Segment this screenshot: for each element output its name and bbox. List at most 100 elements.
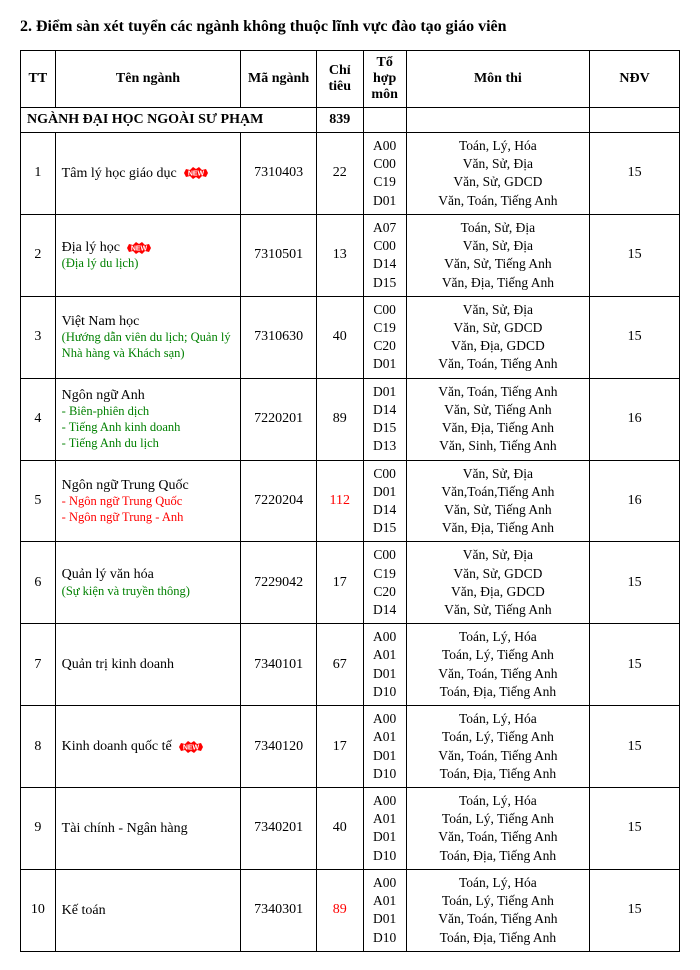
cell-ndv: 15 bbox=[590, 788, 680, 870]
subject-set: Toán, Lý, Hóa bbox=[411, 137, 586, 155]
new-badge-icon: NEW bbox=[176, 740, 206, 754]
cell-to-hop: A00A01D01D10 bbox=[363, 869, 406, 951]
major-name: Ngôn ngữ Trung Quốc bbox=[62, 478, 189, 493]
subject-set: Văn, Sử, Địa bbox=[411, 465, 586, 483]
cell-chi-tieu: 40 bbox=[316, 296, 363, 378]
subject-set: Văn, Sinh, Tiếng Anh bbox=[411, 437, 586, 455]
combo-code: D01 bbox=[368, 828, 402, 846]
combo-code: D14 bbox=[368, 601, 402, 619]
subject-set: Văn, Sử, GDCD bbox=[411, 319, 586, 337]
combo-code: D13 bbox=[368, 437, 402, 455]
combo-code: D15 bbox=[368, 419, 402, 437]
cell-chi-tieu: 112 bbox=[316, 460, 363, 542]
subject-set: Văn, Sử, GDCD bbox=[411, 173, 586, 191]
cell-tt: 7 bbox=[21, 624, 56, 706]
major-subtext: - Ngôn ngữ Trung Quốc bbox=[62, 494, 237, 510]
major-subtext: (Hướng dẫn viên du lịch; Quản lý Nhà hàn… bbox=[62, 330, 237, 361]
major-name: Ngôn ngữ Anh bbox=[62, 388, 145, 403]
col-ma-nganh: Mã ngành bbox=[241, 51, 316, 108]
cell-mon-thi: Toán, Lý, HóaToán, Lý, Tiếng AnhVăn, Toá… bbox=[406, 706, 590, 788]
combo-code: D10 bbox=[368, 929, 402, 947]
section-empty bbox=[406, 108, 590, 133]
combo-code: D14 bbox=[368, 255, 402, 273]
col-ndv: NĐV bbox=[590, 51, 680, 108]
subject-set: Văn, Toán, Tiếng Anh bbox=[411, 828, 586, 846]
cell-ma-nganh: 7220204 bbox=[241, 460, 316, 542]
section-row: NGÀNH ĐẠI HỌC NGOÀI SƯ PHẠM 839 bbox=[21, 108, 680, 133]
cell-name: Tâm lý học giáo dục NEW bbox=[55, 133, 241, 215]
cell-name: Ngôn ngữ Anh- Biên-phiên dịch- Tiếng Anh… bbox=[55, 378, 241, 460]
cell-to-hop: A07C00D14D15 bbox=[363, 214, 406, 296]
combo-code: C00 bbox=[368, 155, 402, 173]
subject-set: Toán, Lý, Tiếng Anh bbox=[411, 728, 586, 746]
subject-set: Toán, Lý, Tiếng Anh bbox=[411, 646, 586, 664]
cell-name: Quản lý văn hóa(Sự kiện và truyền thông) bbox=[55, 542, 241, 624]
subject-set: Văn,Toán,Tiếng Anh bbox=[411, 483, 586, 501]
table-row: 3 Việt Nam học(Hướng dẫn viên du lịch; Q… bbox=[21, 296, 680, 378]
cell-chi-tieu: 89 bbox=[316, 869, 363, 951]
subject-set: Văn, Sử, Tiếng Anh bbox=[411, 601, 586, 619]
cell-name: Kinh doanh quốc tế NEW bbox=[55, 706, 241, 788]
table-row: 10 Kế toán 7340301 89 A00A01D01D10 Toán,… bbox=[21, 869, 680, 951]
cell-to-hop: A00A01D01D10 bbox=[363, 788, 406, 870]
cell-to-hop: A00C00C19D01 bbox=[363, 133, 406, 215]
new-badge-icon: NEW bbox=[181, 166, 211, 180]
cell-ma-nganh: 7220201 bbox=[241, 378, 316, 460]
cell-to-hop: C00D01D14D15 bbox=[363, 460, 406, 542]
cell-ma-nganh: 7310630 bbox=[241, 296, 316, 378]
cell-to-hop: C00C19C20D14 bbox=[363, 542, 406, 624]
combo-code: D14 bbox=[368, 501, 402, 519]
table-row: 1 Tâm lý học giáo dục NEW 7310403 22 A00… bbox=[21, 133, 680, 215]
combo-code: D01 bbox=[368, 747, 402, 765]
cell-ma-nganh: 7340301 bbox=[241, 869, 316, 951]
subject-set: Văn, Địa, Tiếng Anh bbox=[411, 419, 586, 437]
combo-code: C00 bbox=[368, 237, 402, 255]
combo-code: C20 bbox=[368, 583, 402, 601]
cell-name: Ngôn ngữ Trung Quốc- Ngôn ngữ Trung Quốc… bbox=[55, 460, 241, 542]
subject-set: Toán, Địa, Tiếng Anh bbox=[411, 847, 586, 865]
combo-code: C00 bbox=[368, 465, 402, 483]
subject-set: Văn, Sử, GDCD bbox=[411, 565, 586, 583]
combo-code: D01 bbox=[368, 192, 402, 210]
cell-tt: 1 bbox=[21, 133, 56, 215]
cell-mon-thi: Văn, Sử, ĐịaVăn, Sử, GDCDVăn, Địa, GDCDV… bbox=[406, 296, 590, 378]
major-name: Tài chính - Ngân hàng bbox=[62, 821, 188, 836]
combo-code: D15 bbox=[368, 519, 402, 537]
svg-text:NEW: NEW bbox=[183, 744, 200, 751]
cell-mon-thi: Văn, Sử, ĐịaVăn, Sử, GDCDVăn, Địa, GDCDV… bbox=[406, 542, 590, 624]
table-row: 2 Địa lý học NEW (Địa lý du lịch) 731050… bbox=[21, 214, 680, 296]
combo-code: A00 bbox=[368, 628, 402, 646]
cell-mon-thi: Toán, Lý, HóaVăn, Sử, ĐịaVăn, Sử, GDCDVă… bbox=[406, 133, 590, 215]
cell-mon-thi: Toán, Lý, HóaToán, Lý, Tiếng AnhVăn, Toá… bbox=[406, 869, 590, 951]
cell-to-hop: A00A01D01D10 bbox=[363, 624, 406, 706]
cell-name: Việt Nam học(Hướng dẫn viên du lịch; Quả… bbox=[55, 296, 241, 378]
combo-code: D10 bbox=[368, 683, 402, 701]
subject-set: Toán, Lý, Tiếng Anh bbox=[411, 810, 586, 828]
major-subtext: - Biên-phiên dịch bbox=[62, 404, 237, 420]
subject-set: Toán, Lý, Hóa bbox=[411, 874, 586, 892]
section-empty bbox=[590, 108, 680, 133]
svg-text:NEW: NEW bbox=[131, 245, 148, 252]
cell-chi-tieu: 67 bbox=[316, 624, 363, 706]
cell-ma-nganh: 7340120 bbox=[241, 706, 316, 788]
major-subtext: - Tiếng Anh du lịch bbox=[62, 436, 237, 452]
cell-ndv: 15 bbox=[590, 133, 680, 215]
cell-ndv: 16 bbox=[590, 460, 680, 542]
section-empty bbox=[363, 108, 406, 133]
combo-code: A00 bbox=[368, 874, 402, 892]
cell-name: Quản trị kinh doanh bbox=[55, 624, 241, 706]
cell-tt: 3 bbox=[21, 296, 56, 378]
combo-code: D01 bbox=[368, 355, 402, 373]
combo-code: C20 bbox=[368, 337, 402, 355]
subject-set: Toán, Lý, Hóa bbox=[411, 710, 586, 728]
combo-code: D01 bbox=[368, 383, 402, 401]
subject-set: Toán, Sử, Địa bbox=[411, 219, 586, 237]
new-badge-icon: NEW bbox=[124, 241, 154, 255]
cell-ndv: 15 bbox=[590, 706, 680, 788]
cell-chi-tieu: 22 bbox=[316, 133, 363, 215]
table-row: 8 Kinh doanh quốc tế NEW 7340120 17 A00A… bbox=[21, 706, 680, 788]
major-name: Quản lý văn hóa bbox=[62, 567, 154, 582]
cell-chi-tieu: 17 bbox=[316, 542, 363, 624]
cell-ma-nganh: 7310501 bbox=[241, 214, 316, 296]
major-subtext: - Tiếng Anh kinh doanh bbox=[62, 420, 237, 436]
